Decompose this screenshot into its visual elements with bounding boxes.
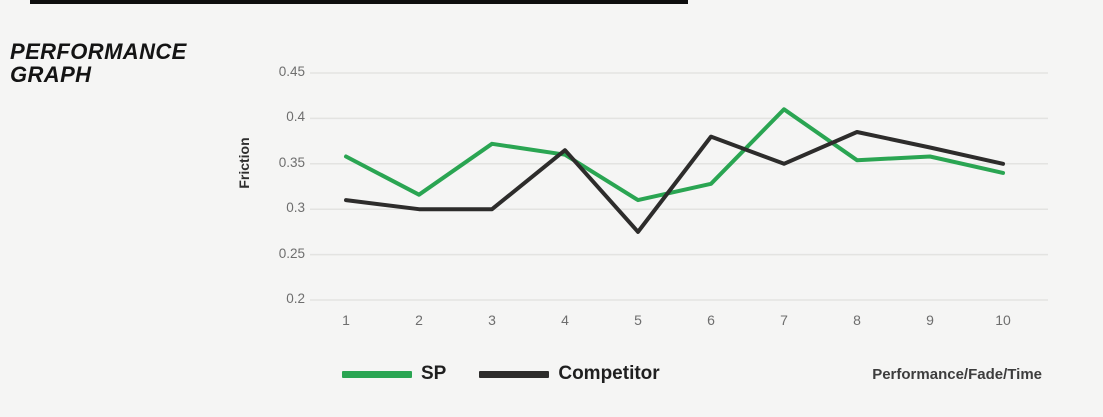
x-tick-label: 6 (707, 312, 715, 328)
x-tick-label: 2 (415, 312, 423, 328)
x-axis-note: Performance/Fade/Time (872, 366, 1042, 383)
top-accent-bar (30, 0, 688, 4)
y-axis-title: Friction (236, 137, 252, 189)
x-tick-label: 8 (853, 312, 861, 328)
x-tick-label: 1 (342, 312, 350, 328)
page-title-line1: PERFORMANCE (10, 39, 187, 64)
sp-line-swatch (342, 370, 412, 378)
y-tick-label: 0.4 (286, 109, 305, 125)
y-tick-label: 0.35 (278, 154, 305, 170)
y-tick-label: 0.25 (278, 245, 305, 261)
x-tick-label: 10 (995, 312, 1011, 328)
page-title: PERFORMANCE GRAPH (10, 40, 187, 86)
series-line-sp (344, 107, 1005, 203)
y-tick-label: 0.2 (286, 291, 305, 306)
page-title-line2: GRAPH (10, 62, 92, 87)
y-tick-label: 0.3 (286, 200, 305, 216)
series-line-competitor (344, 130, 1005, 234)
x-tick-label: 9 (926, 312, 934, 328)
legend-item-sp: SP (342, 363, 446, 385)
x-tick-label: 3 (488, 312, 496, 328)
competitor-line-swatch (479, 370, 550, 378)
legend-item-competitor: Competitor (479, 363, 660, 385)
x-tick-label: 5 (634, 312, 642, 328)
chart-legend: SP Competitor (342, 363, 660, 385)
legend-label-competitor: Competitor (558, 363, 660, 384)
legend-label-sp: SP (421, 363, 447, 384)
x-tick-label: 7 (780, 312, 788, 328)
y-tick-label: 0.45 (278, 64, 305, 79)
x-tick-label: 4 (561, 312, 569, 328)
